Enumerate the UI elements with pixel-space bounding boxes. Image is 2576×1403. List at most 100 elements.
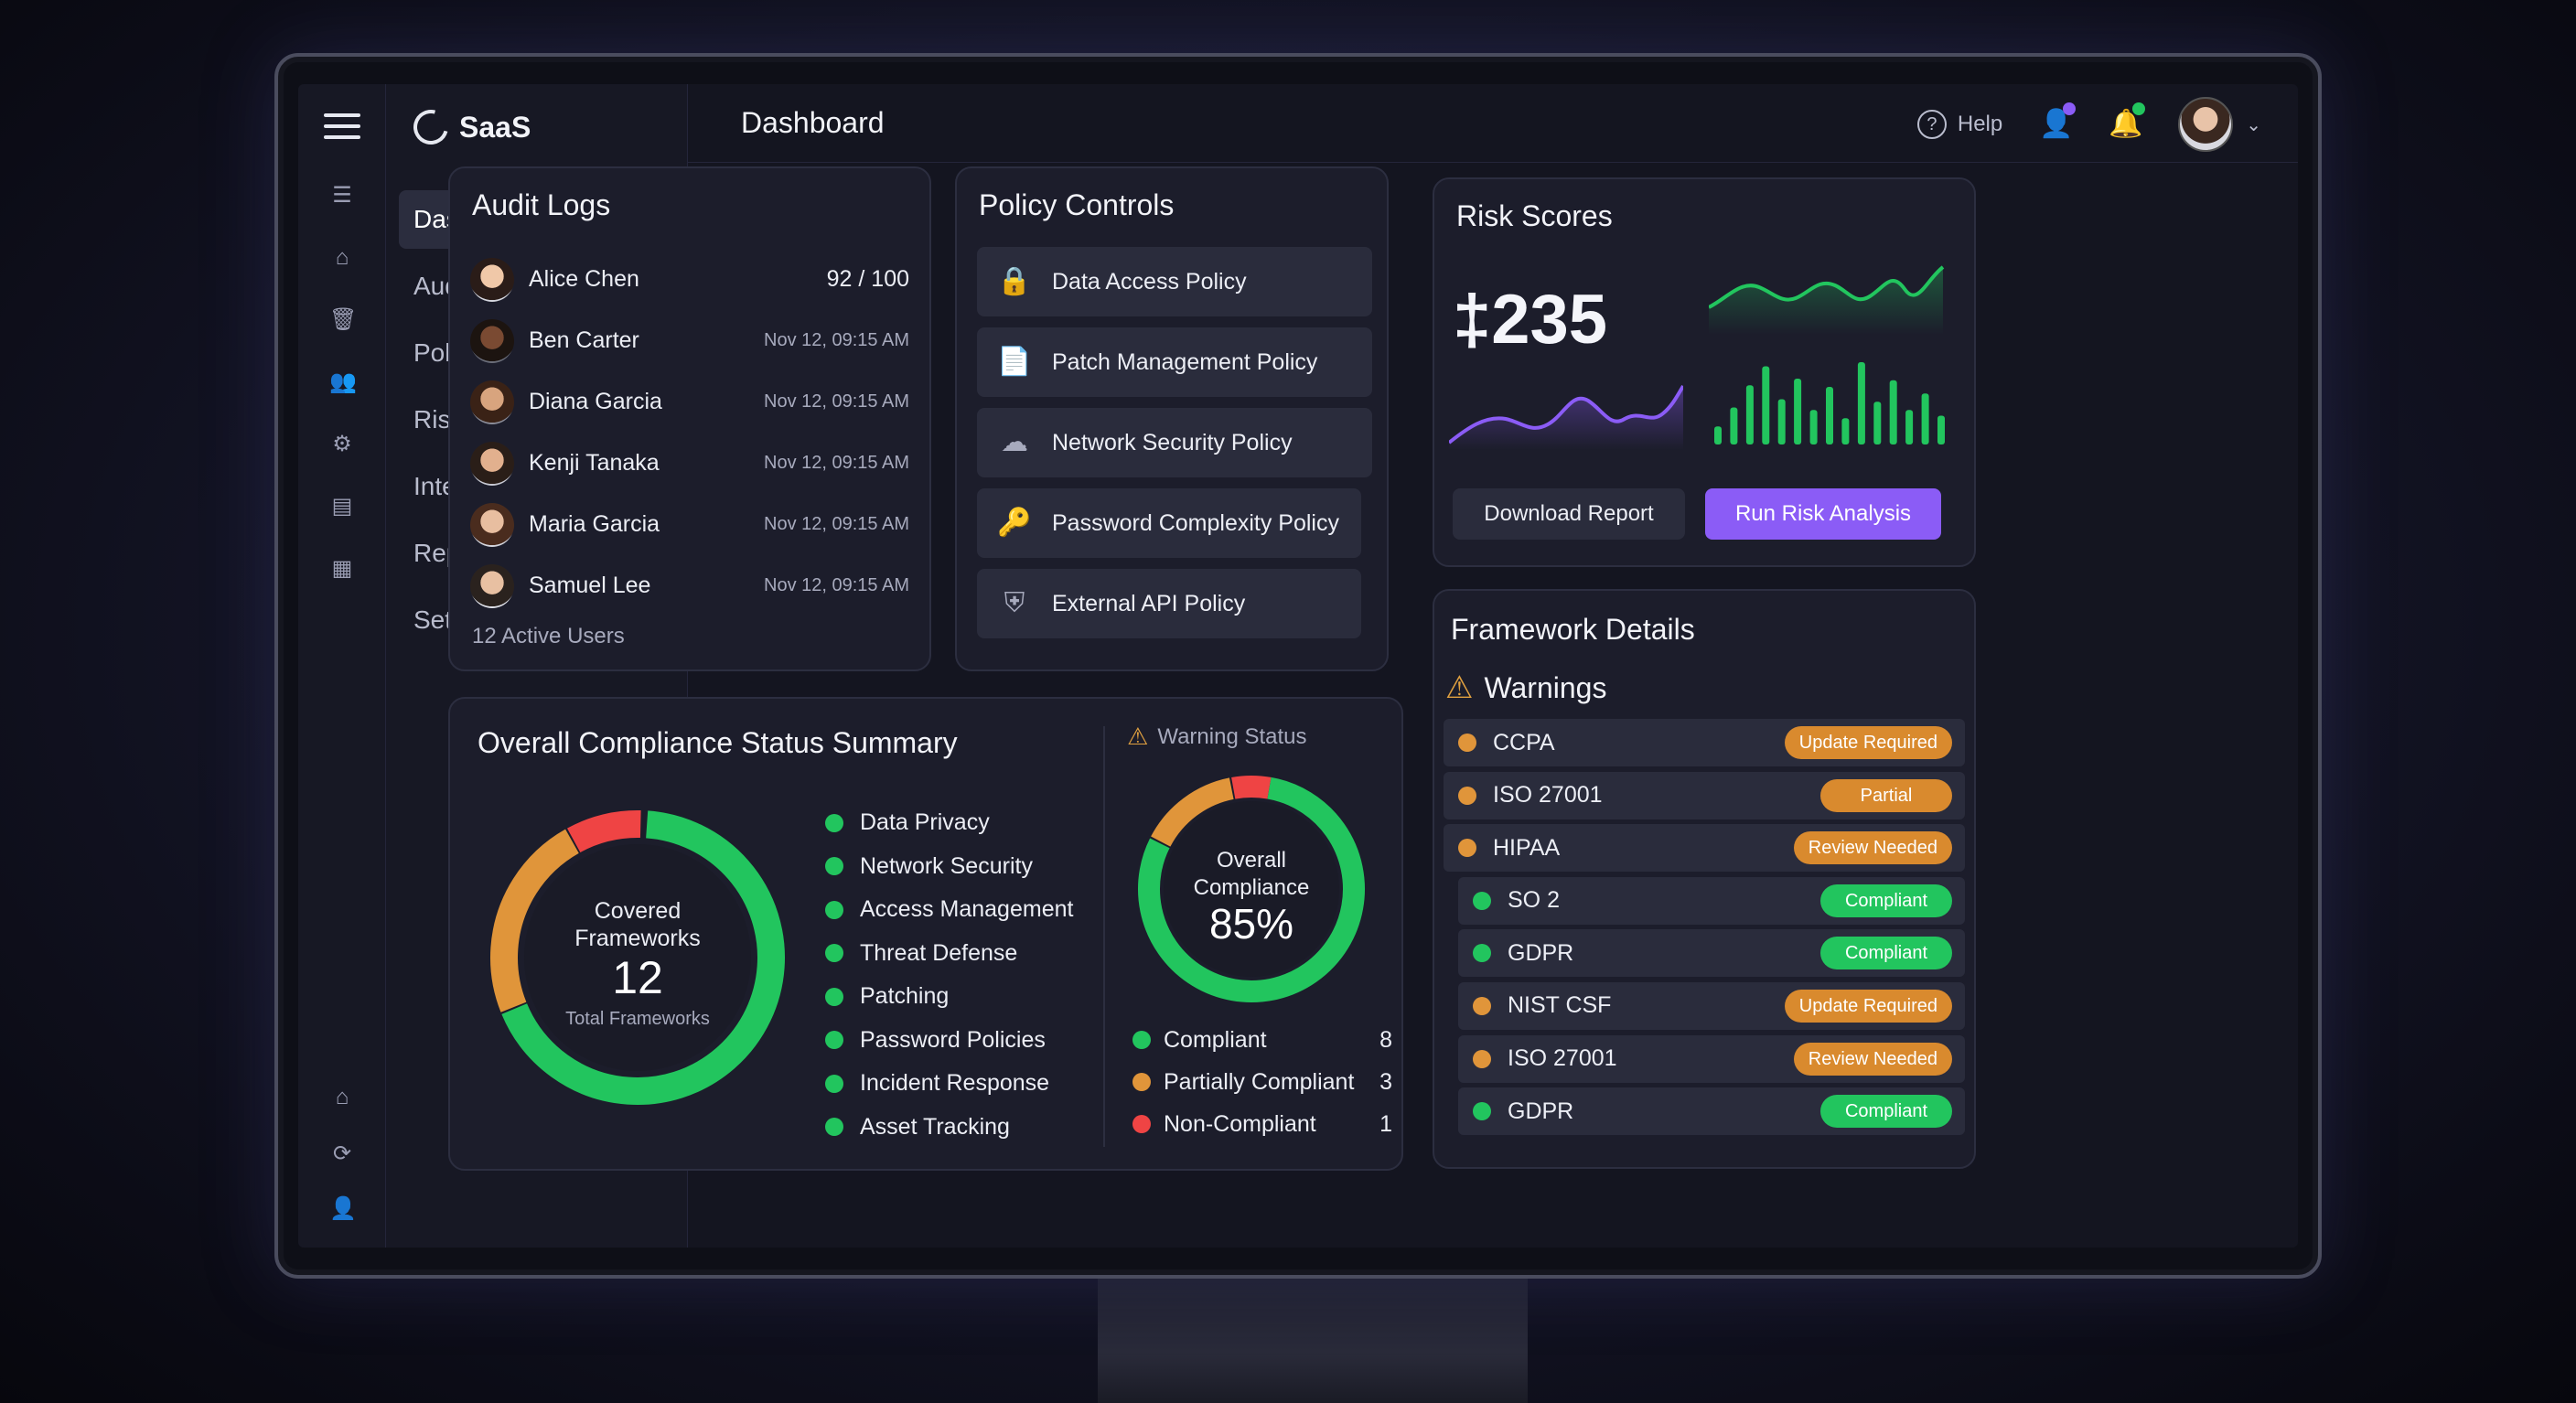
audit-row[interactable]: Alice Chen 92 / 100 bbox=[470, 249, 909, 310]
profile-menu[interactable]: ⌄ bbox=[2178, 97, 2261, 152]
api-shield-icon: ⛨ bbox=[1004, 588, 1025, 618]
top-header: Dashboard ? Help 👤 🔔 ⌄ bbox=[688, 84, 2298, 163]
framework-row[interactable]: GDPR Compliant bbox=[1458, 929, 1965, 978]
audit-timestamp: Nov 12, 09:15 AM bbox=[764, 330, 909, 350]
help-button[interactable]: ? Help bbox=[1916, 110, 2003, 139]
audit-timestamp: Nov 12, 09:15 AM bbox=[764, 391, 909, 412]
active-users-count: 12 Active Users bbox=[472, 624, 625, 648]
warning-icon: ⚠ bbox=[1445, 670, 1474, 705]
policy-item-external-api[interactable]: ⛨ External API Policy bbox=[977, 569, 1361, 638]
warnings-label: Warnings bbox=[1484, 670, 1607, 704]
overall-compliance-donut: Overall Compliance 85% bbox=[1138, 776, 1365, 1002]
donut-segment-orange bbox=[490, 810, 785, 1105]
donut-segment-green bbox=[1138, 776, 1365, 1002]
overall-label-line2: Compliance bbox=[1194, 875, 1310, 900]
audit-row[interactable]: Kenji Tanaka Nov 12, 09:15 AM bbox=[470, 433, 909, 494]
policy-item-network-security[interactable]: ☁ Network Security Policy bbox=[977, 408, 1372, 477]
settings-gear-icon[interactable]: ⚙ bbox=[332, 432, 352, 456]
audit-user-name: Diana Garcia bbox=[529, 389, 662, 414]
policy-item-password-complexity[interactable]: 🔑 Password Complexity Policy bbox=[977, 488, 1361, 558]
lock-icon: 🔒 bbox=[997, 266, 1032, 296]
help-label: Help bbox=[1957, 112, 2003, 136]
warning-icon: ⚠ bbox=[1127, 723, 1149, 750]
chevron-down-icon: ⌄ bbox=[2246, 114, 2261, 135]
framework-row[interactable]: ISO 27001 Review Needed bbox=[1458, 1034, 1965, 1083]
legend-item: Incident Response bbox=[825, 1062, 1073, 1106]
divider bbox=[1103, 726, 1105, 1147]
risk-bar bbox=[1777, 399, 1786, 444]
grid-icon[interactable]: ▦ bbox=[331, 556, 353, 581]
avatar bbox=[470, 318, 514, 363]
risk-scores-card: Risk Scores ‡235 Download Repor bbox=[1433, 177, 1976, 567]
monitor-stand bbox=[1098, 1276, 1528, 1403]
risk-bar bbox=[1714, 426, 1722, 444]
donut-count: 12 bbox=[612, 952, 663, 1003]
avatar bbox=[470, 380, 514, 424]
refresh-icon[interactable]: ⟳ bbox=[332, 1141, 352, 1166]
notification-bell-icon[interactable]: 🔔 bbox=[2109, 102, 2146, 141]
risk-bar bbox=[1809, 410, 1818, 444]
risk-score-value: ‡235 bbox=[1453, 281, 1608, 359]
framework-row[interactable]: ISO 27001 Partial bbox=[1444, 771, 1965, 819]
risk-bar bbox=[1905, 410, 1914, 444]
framework-row[interactable]: CCPA Update Required bbox=[1444, 719, 1965, 766]
users-icon[interactable]: 👥 bbox=[329, 369, 357, 394]
policy-label: External API Policy bbox=[1052, 590, 1246, 616]
home-icon[interactable]: ⌂ bbox=[335, 245, 349, 270]
help-icon: ? bbox=[1916, 110, 1947, 139]
avatar bbox=[470, 502, 514, 547]
trash-icon[interactable]: 🗑 bbox=[329, 307, 358, 332]
report-icon[interactable]: ▤ bbox=[331, 494, 353, 519]
legend-item: Threat Defense bbox=[825, 932, 1073, 976]
audit-logs-title: Audit Logs bbox=[472, 188, 611, 221]
home-bottom-icon[interactable]: ⌂ bbox=[335, 1085, 349, 1109]
menu-toggle-icon[interactable] bbox=[324, 113, 360, 143]
warning-status-label: ⚠ Warning Status bbox=[1127, 723, 1307, 750]
user-icon[interactable]: 👤 bbox=[329, 1196, 357, 1221]
framework-row[interactable]: GDPR Compliant bbox=[1458, 1087, 1965, 1136]
compliance-category-legend: Data Privacy Network Security Access Man… bbox=[825, 801, 1073, 1149]
legend-item: Patching bbox=[825, 975, 1073, 1019]
status-badge: Review Needed bbox=[1793, 1042, 1952, 1076]
policy-item-patch-management[interactable]: 📄 Patch Management Policy bbox=[977, 327, 1372, 397]
policy-label: Network Security Policy bbox=[1052, 429, 1293, 455]
user-status-icon[interactable]: 👤 bbox=[2039, 102, 2077, 141]
donut-segment-green bbox=[490, 810, 785, 1105]
compliance-summary-card: Overall Compliance Status Summary Covere… bbox=[448, 697, 1403, 1171]
audit-logs-card: Audit Logs Alice Chen 92 / 100 Ben Carte… bbox=[448, 166, 931, 671]
audit-timestamp: Nov 12, 09:15 AM bbox=[764, 575, 909, 595]
key-icon: 🔑 bbox=[997, 508, 1032, 538]
framework-row[interactable]: HIPAA Review Needed bbox=[1444, 824, 1965, 873]
audit-row[interactable]: Ben Carter Nov 12, 09:15 AM bbox=[470, 310, 909, 371]
status-badge: Partial bbox=[1820, 778, 1952, 812]
audit-row[interactable]: Maria Garcia Nov 12, 09:15 AM bbox=[470, 494, 909, 555]
policy-item-data-access[interactable]: 🔒 Data Access Policy bbox=[977, 247, 1372, 316]
status-badge: Update Required bbox=[1784, 989, 1952, 1023]
avatar bbox=[470, 257, 514, 302]
brand-logo-icon bbox=[407, 103, 455, 151]
list-icon[interactable]: ☰ bbox=[332, 183, 352, 208]
donut-label-line1: Covered bbox=[595, 898, 682, 924]
run-risk-analysis-button[interactable]: Run Risk Analysis bbox=[1705, 488, 1941, 540]
donut-label-line2: Frameworks bbox=[574, 926, 701, 951]
policy-controls-card: Policy Controls 🔒 Data Access Policy 📄 P… bbox=[955, 166, 1389, 671]
framework-row[interactable]: NIST CSF Update Required bbox=[1458, 981, 1965, 1030]
audit-row[interactable]: Samuel Lee Nov 12, 09:15 AM bbox=[470, 555, 909, 616]
policy-controls-title: Policy Controls bbox=[979, 188, 1175, 221]
donut-sub-label: Total Frameworks bbox=[565, 1009, 710, 1029]
risk-trend-green-sparkline bbox=[1709, 265, 1945, 335]
risk-scores-title: Risk Scores bbox=[1456, 199, 1613, 232]
download-report-button[interactable]: Download Report bbox=[1453, 488, 1685, 540]
app-window: ☰ ⌂ 🗑 👥 ⚙ ▤ ▦ ⌂ ⟳ 👤 SaaS Dashboard Audit… bbox=[298, 84, 2298, 1248]
risk-bar bbox=[1762, 366, 1770, 444]
brand[interactable]: SaaS bbox=[407, 103, 531, 151]
audit-user-name: Alice Chen bbox=[529, 266, 639, 292]
audit-user-name: Samuel Lee bbox=[529, 573, 651, 598]
audit-row[interactable]: Diana Garcia Nov 12, 09:15 AM bbox=[470, 371, 909, 433]
framework-row[interactable]: SO 2 Compliant bbox=[1458, 876, 1965, 925]
status-badge: Update Required bbox=[1784, 726, 1952, 759]
risk-trend-purple-sparkline bbox=[1449, 384, 1683, 450]
covered-frameworks-donut: Covered Frameworks 12 Total Frameworks bbox=[490, 810, 785, 1105]
avatar bbox=[470, 441, 514, 486]
overall-percent: 85% bbox=[1209, 900, 1293, 948]
